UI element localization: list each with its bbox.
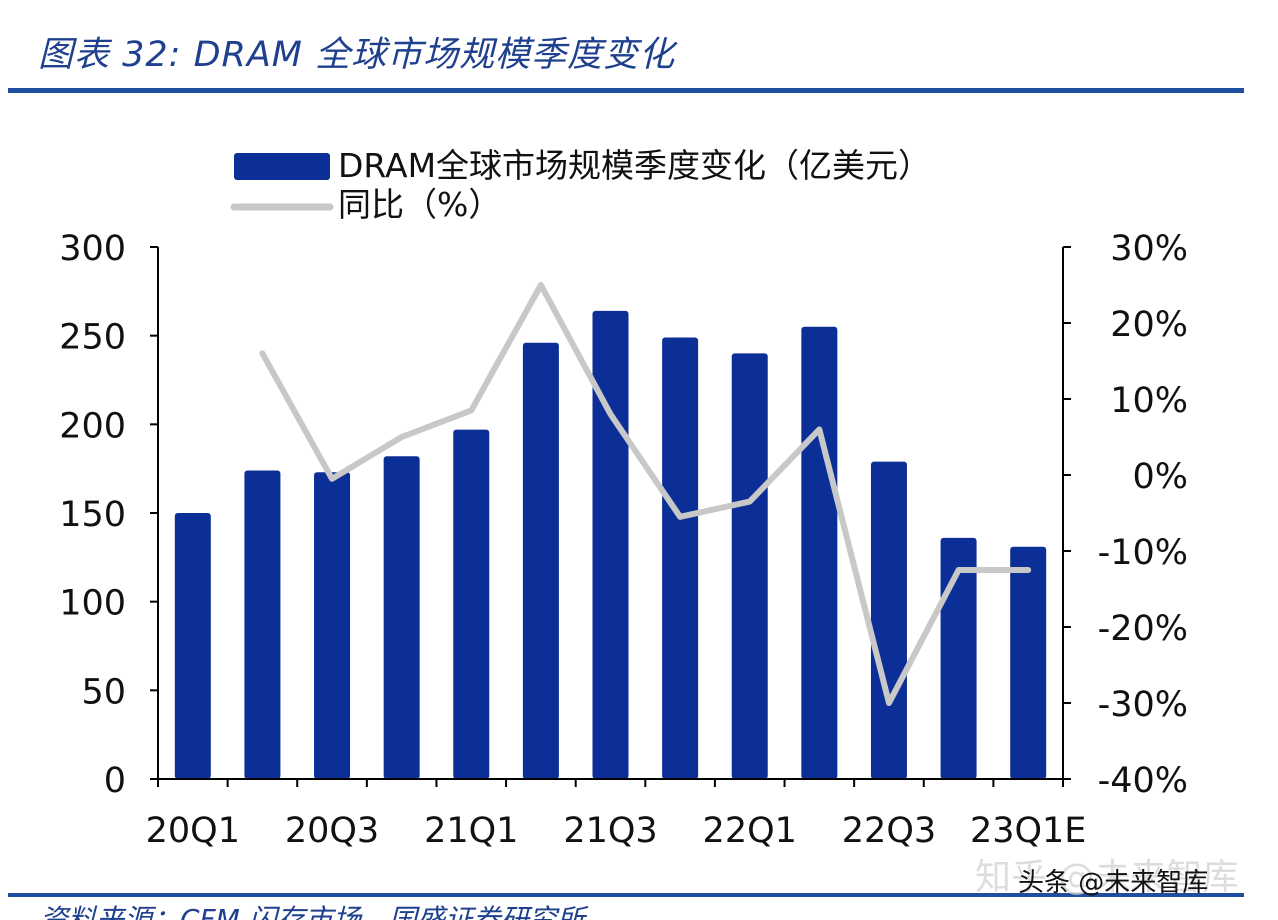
bar-20Q1 bbox=[174, 513, 211, 779]
bar-20Q3 bbox=[314, 472, 351, 779]
x-tick-label: 20Q3 bbox=[285, 811, 379, 851]
line-series bbox=[259, 282, 1032, 706]
y-left-tick-label: 0 bbox=[104, 761, 126, 801]
bar-20Q2 bbox=[244, 470, 281, 779]
y-left-tick-label: 50 bbox=[81, 672, 126, 712]
x-tick-label: 21Q3 bbox=[563, 811, 657, 851]
yoy-line bbox=[259, 282, 1032, 706]
y-right-tick-label: 10% bbox=[1110, 381, 1188, 421]
bar-22Q1 bbox=[731, 353, 768, 779]
bar-21Q2 bbox=[522, 342, 559, 779]
bar-21Q3 bbox=[592, 310, 629, 779]
watermark-sub: 头条 @未来智库 bbox=[1018, 868, 1209, 898]
bar-22Q4 bbox=[940, 537, 977, 779]
bar-21Q1 bbox=[453, 429, 490, 779]
y-left-tick-label: 300 bbox=[59, 229, 126, 269]
legend-bar-swatch bbox=[234, 153, 330, 180]
x-tick-label: 22Q3 bbox=[842, 811, 936, 851]
y-left-tick-label: 200 bbox=[59, 406, 126, 446]
watermark: 知乎 @未来智库 bbox=[975, 857, 1239, 898]
chart-axes: 0 50 100 150 200 250 300 -40% -30% -20% -10% 0% 10% 2… bbox=[59, 229, 1188, 851]
x-tick-label: 23Q1E bbox=[970, 811, 1086, 851]
bar-21Q4 bbox=[662, 337, 699, 779]
x-tick-label: 20Q1 bbox=[146, 811, 240, 851]
bar-22Q3 bbox=[870, 461, 907, 779]
bar-series bbox=[174, 310, 1047, 779]
y-right-tick-label: 30% bbox=[1110, 229, 1188, 269]
x-tick-label: 21Q1 bbox=[424, 811, 518, 851]
figure-title: 图表 32: DRAM 全球市场规模季度变化 bbox=[38, 35, 676, 75]
y-left-tick-label: 250 bbox=[59, 318, 126, 358]
bar-20Q4 bbox=[383, 456, 420, 779]
y-right-tick-label: -20% bbox=[1098, 609, 1188, 649]
title-rule bbox=[8, 88, 1244, 93]
y-right-tick-label: -30% bbox=[1098, 685, 1188, 725]
y-right-tick-label: 0% bbox=[1132, 457, 1188, 497]
y-left-tick-label: 100 bbox=[59, 584, 126, 624]
source-note: 资料来源：CFM 闪存市场，国盛证券研究所 bbox=[40, 903, 585, 920]
y-right-tick-label: -10% bbox=[1098, 533, 1188, 573]
bottom-rule bbox=[8, 893, 1244, 897]
x-tick-label: 22Q1 bbox=[703, 811, 797, 851]
y-left-tick-label: 150 bbox=[59, 495, 126, 535]
bar-22Q2 bbox=[801, 326, 838, 779]
y-right-tick-label: -40% bbox=[1098, 761, 1188, 801]
bar-23Q1E bbox=[1010, 546, 1047, 779]
legend-line-label: 同比（%） bbox=[338, 185, 501, 224]
chart: DRAM全球市场规模季度变化（亿美元）同比（%） 0 50 100 150 200 250… bbox=[59, 146, 1188, 851]
legend-bar-label: DRAM全球市场规模季度变化（亿美元） bbox=[338, 146, 931, 185]
chart-legend: DRAM全球市场规模季度变化（亿美元）同比（%） bbox=[230, 146, 931, 224]
y-right-tick-label: 20% bbox=[1110, 305, 1188, 345]
